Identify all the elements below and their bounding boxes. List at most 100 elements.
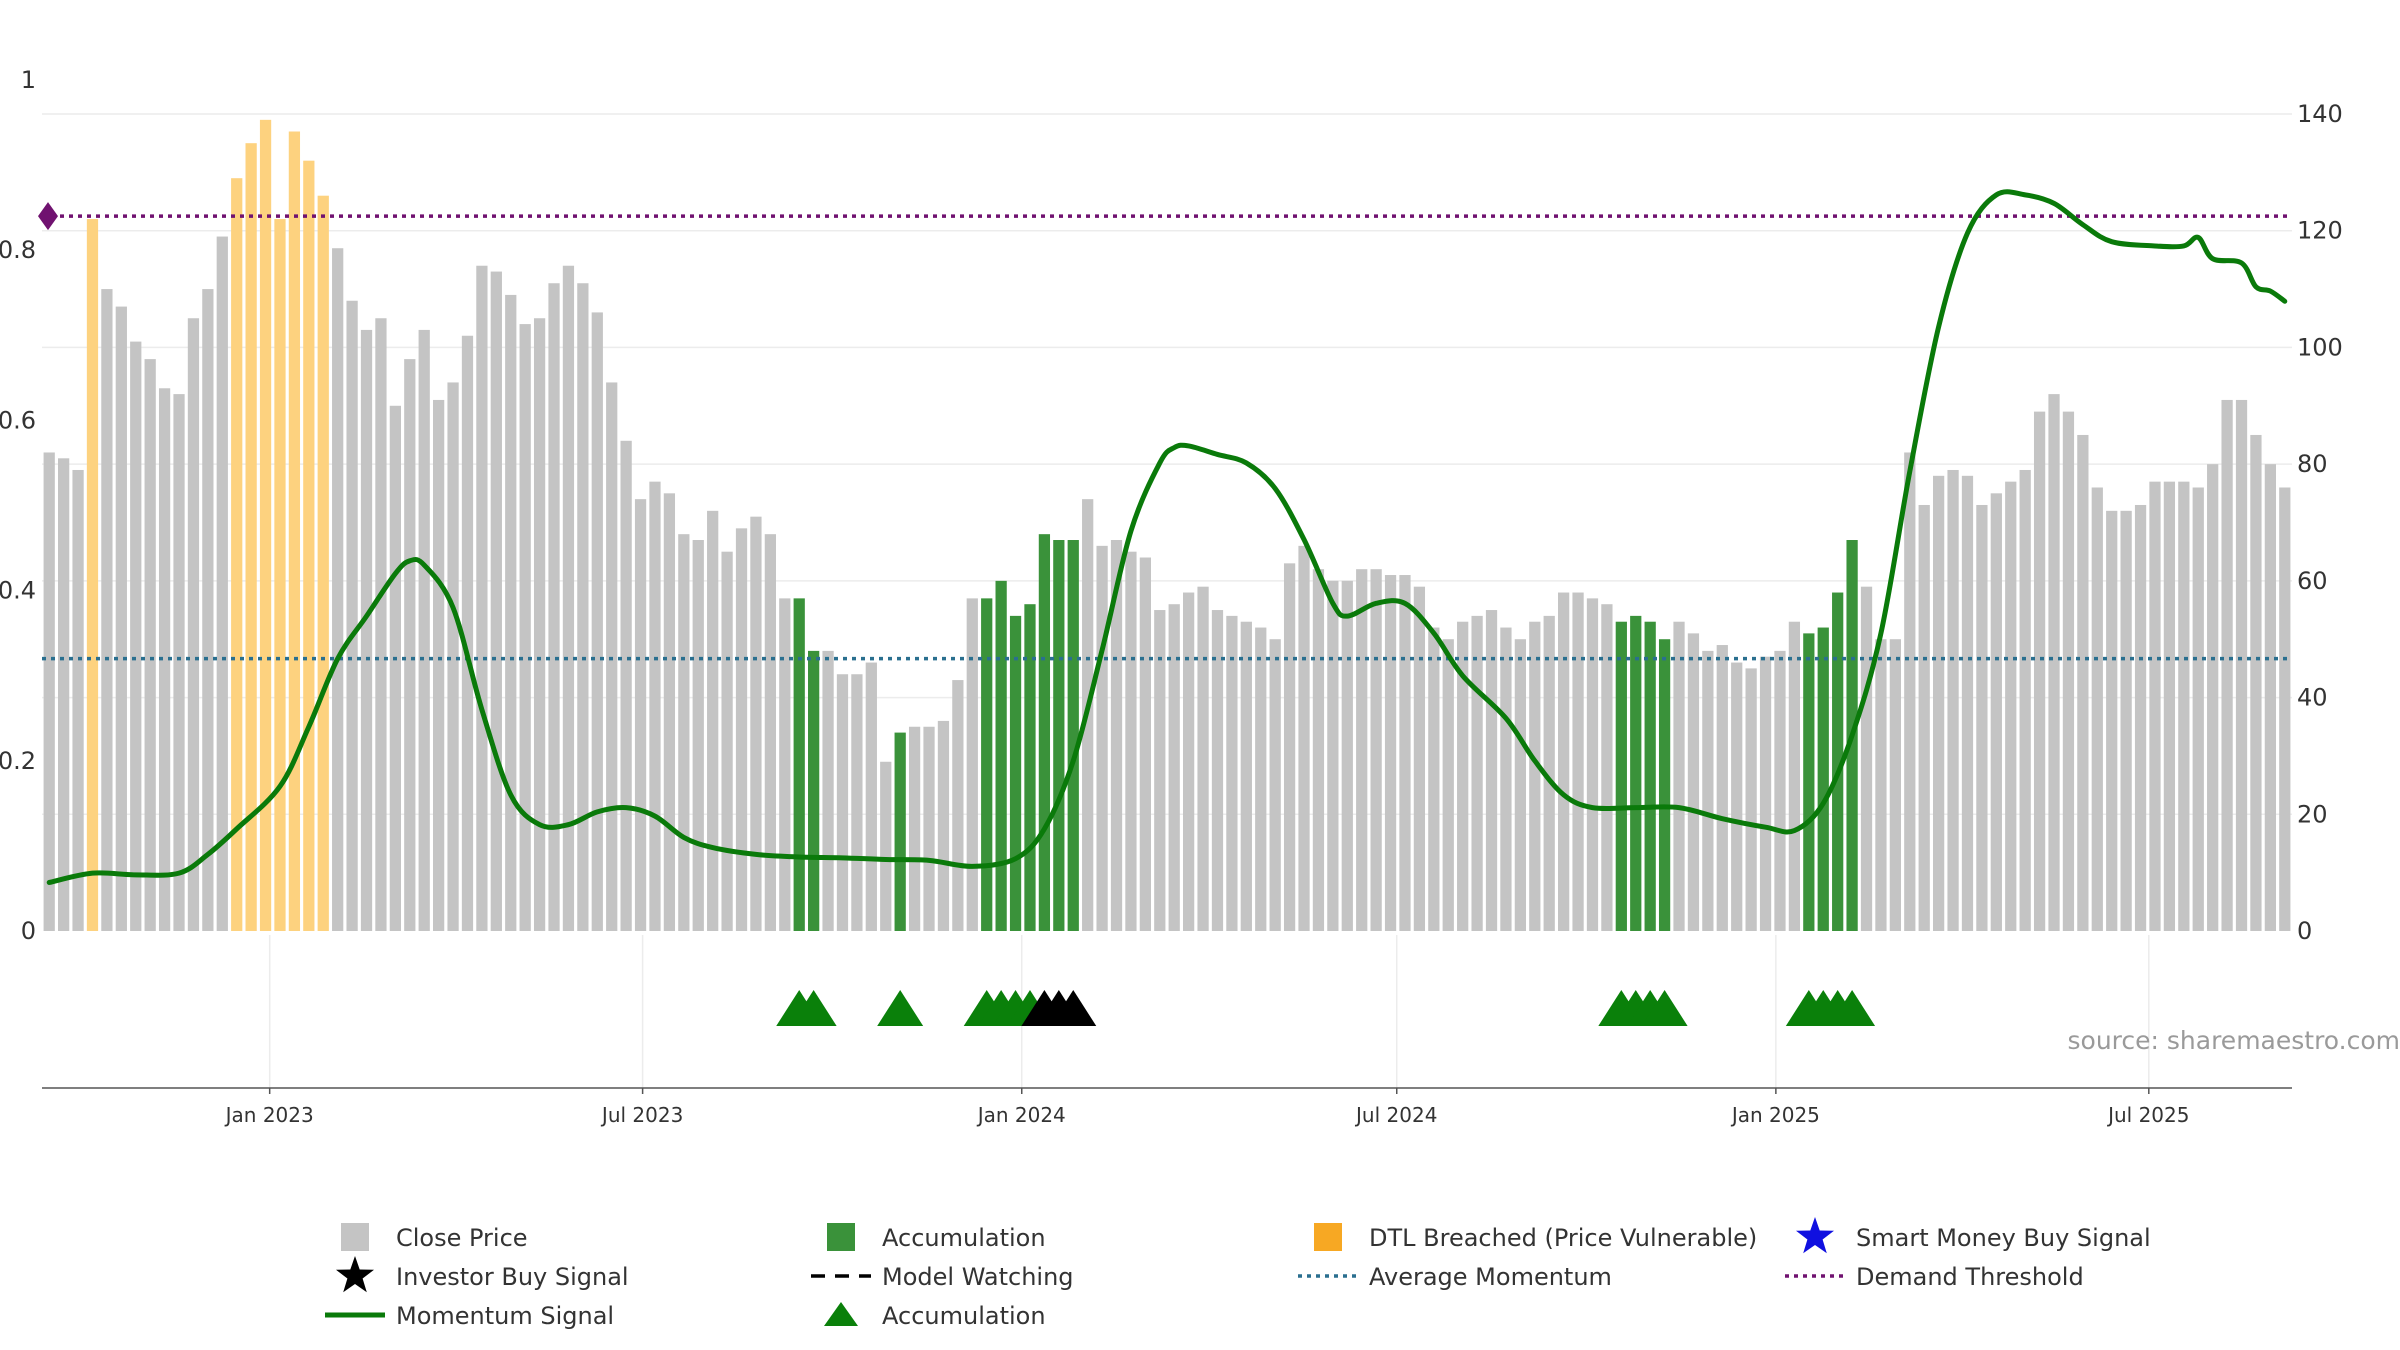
close-price-bar	[1370, 569, 1382, 931]
close-price-bar	[562, 265, 575, 931]
close-price-bar	[851, 674, 863, 931]
legend-label: Accumulation	[882, 1224, 1046, 1252]
close-price-bar	[1933, 475, 1945, 931]
x-axis-tick-label: Jan 2024	[976, 1103, 1066, 1127]
legend-square-swatch	[1314, 1223, 1342, 1251]
dtl-breached-bar	[274, 219, 286, 932]
close-price-bars	[43, 119, 2291, 932]
close-price-bar	[72, 469, 84, 931]
close-price-bar	[447, 382, 459, 931]
close-price-bar	[1759, 656, 1772, 931]
close-price-bar	[1139, 557, 1151, 931]
close-price-bar	[2033, 411, 2046, 931]
close-price-bar	[1731, 662, 1743, 931]
close-price-bar	[2077, 434, 2089, 931]
close-price-bar	[1197, 586, 1209, 931]
dtl-breached-bar	[288, 131, 301, 931]
close-price-bar	[505, 294, 517, 932]
close-price-bar	[1428, 627, 1440, 931]
close-price-bar	[1904, 452, 1916, 931]
accumulation-marker	[1641, 990, 1688, 1026]
legend-star-swatch	[1796, 1217, 1834, 1254]
left-axis-tick-label: 0	[21, 917, 36, 945]
close-price-bar	[1413, 586, 1426, 931]
close-price-bar	[461, 335, 474, 931]
accumulation-bar	[1615, 621, 1627, 931]
close-price-bar	[1543, 615, 1555, 931]
close-price-bar	[2221, 399, 2233, 931]
close-price-bar	[2163, 481, 2176, 931]
close-price-bar	[606, 382, 618, 931]
close-price-bar	[2207, 464, 2219, 931]
close-price-bar	[332, 248, 344, 931]
close-price-bar	[649, 481, 661, 931]
close-price-bar	[144, 359, 156, 932]
close-price-bar	[1226, 615, 1238, 931]
legend-item: Accumulation	[824, 1302, 1046, 1330]
left-axis-tick-label: 0.6	[0, 406, 36, 434]
dtl-breached-bar	[86, 219, 99, 932]
close-price-bar	[1918, 504, 1930, 931]
close-price-bar	[1514, 639, 1526, 931]
left-axis-tick-label: 0.4	[0, 577, 36, 605]
reference-lines	[38, 202, 2292, 661]
legend-label: Model Watching	[882, 1263, 1074, 1291]
close-price-bar	[937, 720, 950, 931]
close-price-bar	[187, 318, 200, 931]
close-price-bar	[1889, 639, 1901, 931]
accumulation-bar	[1817, 627, 1829, 931]
close-price-bar	[692, 540, 704, 931]
accumulation-bar	[1053, 540, 1065, 931]
close-price-bar	[404, 359, 416, 932]
accumulation-bar	[808, 650, 820, 931]
legend-square-swatch	[341, 1223, 369, 1251]
momentum-signal-line	[46, 189, 2288, 885]
x-axis-tick-label: Jan 2023	[224, 1103, 314, 1127]
source-label: source: sharemaestro.com	[2068, 1026, 2400, 1055]
left-axis-tick-label: 0.8	[0, 236, 36, 264]
close-price-bar	[2235, 399, 2248, 931]
left-axis-tick-label: 1	[21, 66, 36, 94]
close-price-bar	[130, 341, 142, 931]
legend-item: Accumulation	[827, 1223, 1046, 1252]
legend-item: Close Price	[341, 1223, 528, 1252]
accumulation-bar	[1658, 639, 1671, 931]
accumulation-marker	[1829, 990, 1876, 1026]
close-price-bar	[1572, 592, 1584, 931]
close-price-bar	[476, 265, 488, 931]
dtl-breached-bar	[259, 119, 272, 932]
close-price-bar	[735, 528, 748, 931]
right-axis-tick-label: 120	[2297, 217, 2343, 245]
close-price-bar	[1875, 639, 1887, 931]
close-price-bar	[2264, 464, 2276, 931]
close-price-bar	[101, 289, 113, 932]
legend-label: Investor Buy Signal	[396, 1263, 629, 1291]
close-price-bar	[2120, 510, 2132, 931]
close-price-bar	[1586, 598, 1599, 931]
close-price-bar	[1240, 621, 1252, 931]
close-price-bar	[173, 394, 185, 932]
accumulation-bar	[1644, 621, 1656, 931]
close-price-bar	[721, 551, 733, 931]
accumulation-bar	[1803, 633, 1815, 931]
close-price-bar	[2250, 434, 2262, 931]
legend-item: Demand Threshold	[1785, 1263, 2084, 1291]
close-price-bar	[533, 318, 546, 931]
close-price-bar	[1687, 633, 1700, 931]
legend-label: Close Price	[396, 1224, 528, 1252]
accumulation-bar	[1630, 615, 1642, 931]
close-price-bar	[1788, 621, 1801, 931]
close-price-bar	[2178, 481, 2190, 931]
close-price-bar	[764, 534, 776, 931]
right-axis-tick-label: 100	[2297, 333, 2343, 361]
close-price-bar	[966, 598, 978, 931]
close-price-bar	[1269, 639, 1281, 931]
accumulation-bar	[1009, 615, 1022, 931]
close-price-bar	[1168, 604, 1180, 931]
close-price-bar	[2106, 510, 2118, 931]
close-price-bar	[1125, 551, 1137, 931]
close-price-bar	[216, 236, 228, 932]
close-price-bar	[1442, 639, 1454, 931]
legend-item: DTL Breached (Price Vulnerable)	[1314, 1223, 1757, 1252]
